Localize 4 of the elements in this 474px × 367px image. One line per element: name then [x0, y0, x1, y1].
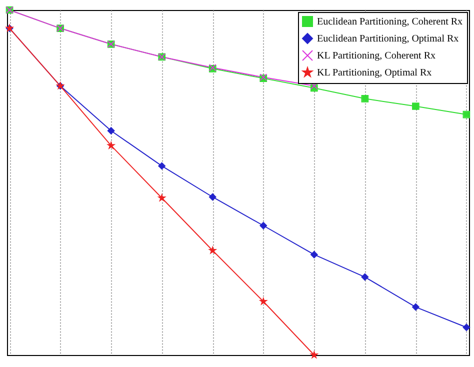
legend-label: Euclidean Partitioning, Optimal Rx — [317, 34, 459, 44]
legend-label: Euclidean Partitioning, Coherent Rx — [317, 16, 463, 28]
legend-label: KL Partitioning, Coherent Rx — [317, 50, 436, 62]
legend-label: KL Partitioning, Optimal Rx — [317, 68, 432, 78]
